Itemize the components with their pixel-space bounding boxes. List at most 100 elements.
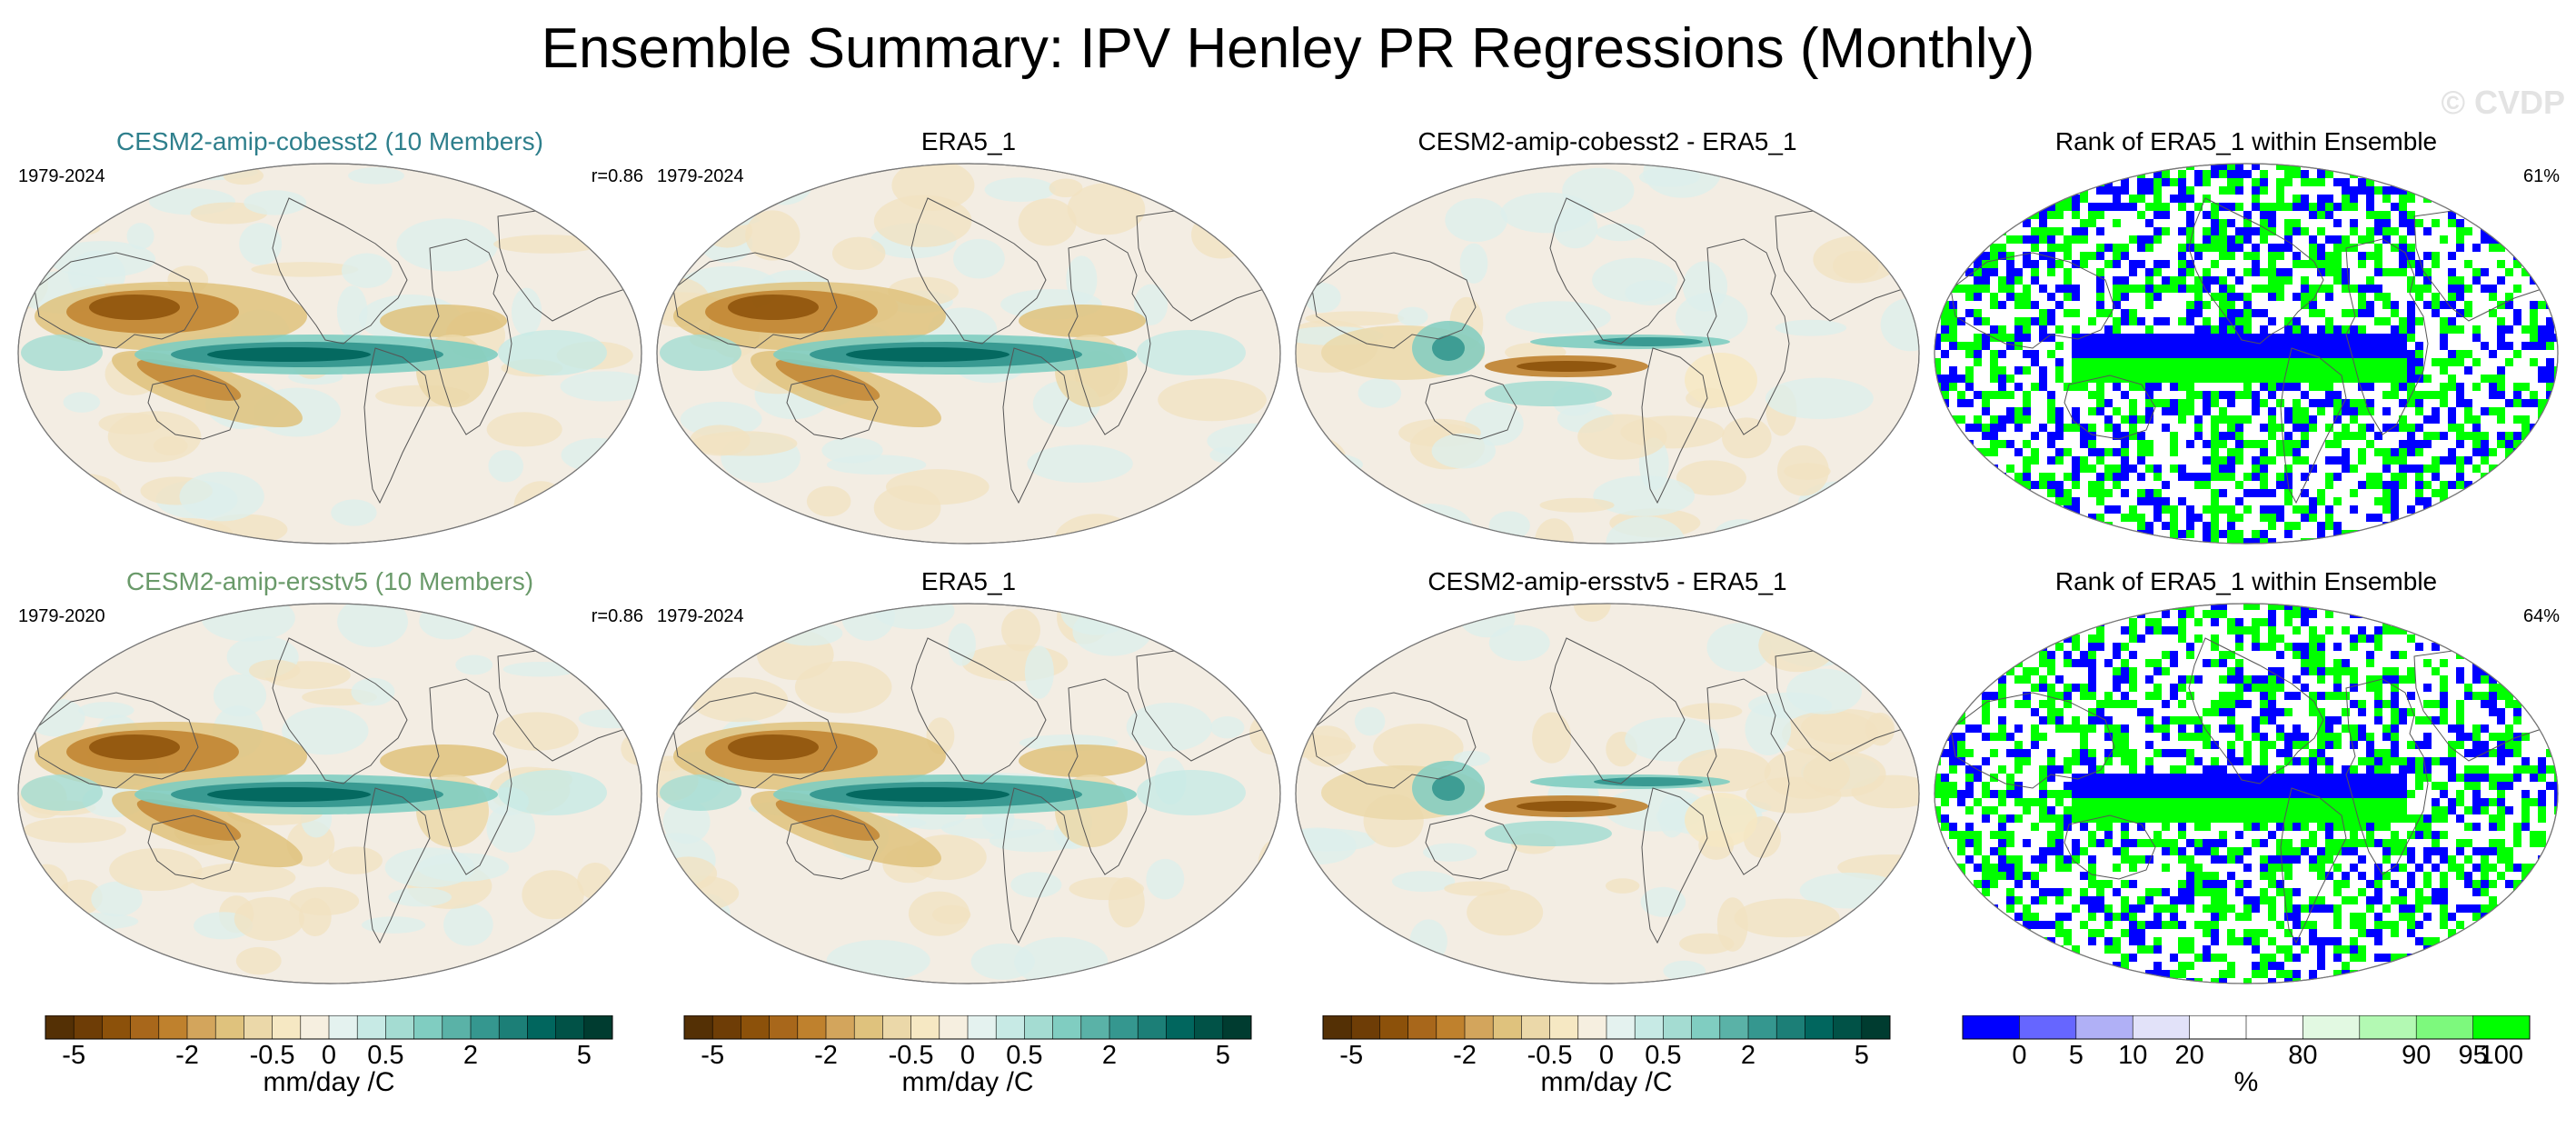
- colorbar-swatch: [1493, 1015, 1522, 1039]
- colorbar-swatch: [741, 1015, 771, 1039]
- colorbar-swatch: [471, 1015, 500, 1039]
- colorbar-swatch: [499, 1015, 528, 1039]
- colorbar-swatch: [272, 1015, 302, 1039]
- colorbar-swatch: [1606, 1015, 1636, 1039]
- colorbar-swatch: [1805, 1015, 1835, 1039]
- colorbar-tick-label: 5: [1216, 1041, 1230, 1070]
- colorbar-label: mm/day /C: [263, 1067, 395, 1097]
- colorbar-swatch: [1138, 1015, 1167, 1039]
- colorbar-swatch: [329, 1015, 358, 1039]
- colorbar-tick-label: -0.5: [250, 1041, 295, 1070]
- colorbar-swatch: [1379, 1015, 1409, 1039]
- period-label: 1979-2024: [18, 166, 105, 186]
- colorbar-swatch: [1776, 1015, 1805, 1039]
- colorbar-swatch: [357, 1015, 386, 1039]
- regression-map: [17, 163, 642, 545]
- colorbar-swatch: [2302, 1015, 2361, 1039]
- colorbar-swatch: [1024, 1015, 1054, 1039]
- difference-map: [1295, 603, 1920, 984]
- colorbar-tick-label: 0: [322, 1041, 336, 1070]
- colorbar-swatch: [1833, 1015, 1863, 1039]
- colorbar-swatch: [555, 1015, 585, 1039]
- colorbar-swatch: [684, 1015, 713, 1039]
- colorbar-swatch: [1407, 1015, 1437, 1039]
- colorbar-swatch: [187, 1015, 216, 1039]
- colorbar-tick-label: -0.5: [889, 1041, 934, 1070]
- colorbar-swatch: [882, 1015, 912, 1039]
- colorbar-swatch: [1577, 1015, 1607, 1039]
- difference-map: [1295, 163, 1920, 545]
- colorbar-swatch: [1222, 1015, 1252, 1039]
- colorbar-swatch: [74, 1015, 103, 1039]
- regression-map: [17, 603, 642, 984]
- colorbar-swatch: [1861, 1015, 1891, 1039]
- colorbar-swatch: [769, 1015, 799, 1039]
- colorbar-swatch: [1109, 1015, 1139, 1039]
- colorbar-tick-label: 90: [2402, 1041, 2431, 1070]
- colorbar-swatch: [1963, 1015, 2020, 1039]
- colorbar-swatch: [45, 1015, 75, 1039]
- colorbar-swatch: [2472, 1015, 2531, 1039]
- period-label: 1979-2024: [657, 606, 744, 626]
- panel-title: ERA5_1: [920, 567, 1017, 595]
- colorbar-swatch: [712, 1015, 741, 1039]
- colorbar-swatch: [2019, 1015, 2077, 1039]
- colorbar-swatch: [527, 1015, 557, 1039]
- period-label: 1979-2020: [18, 606, 105, 626]
- colorbar-tick-label: 2: [1741, 1041, 1755, 1070]
- colorbar-swatch: [1052, 1015, 1082, 1039]
- regression-map: [656, 163, 1281, 545]
- colorbar-swatch: [910, 1015, 940, 1039]
- colorbar: -5 -2 -0.5 0 0.5 2 5: [1322, 1015, 1891, 1070]
- colorbar-tick-label: 0.5: [1006, 1041, 1042, 1070]
- colorbar-swatch: [215, 1015, 244, 1039]
- colorbar-swatch: [2133, 1015, 2191, 1039]
- colorbar-swatch: [2246, 1015, 2303, 1039]
- colorbar-label: %: [2233, 1067, 2259, 1097]
- colorbar-swatch: [854, 1015, 883, 1039]
- regression-map: [656, 603, 1281, 984]
- colorbar-tick-label: 0: [2012, 1041, 2026, 1070]
- colorbar-swatch: [2416, 1015, 2474, 1039]
- colorbar-tick-label: 20: [2174, 1041, 2203, 1070]
- colorbar-swatch: [2359, 1015, 2417, 1039]
- colorbar: -5 -2 -0.5 0 0.5 2 5: [45, 1015, 613, 1070]
- rank-map: [1934, 163, 2559, 545]
- colorbar-tick-label: 5: [1855, 1041, 1869, 1070]
- colorbar-tick-label: 0.5: [367, 1041, 403, 1070]
- colorbar-tick-label: -5: [1339, 1041, 1363, 1070]
- colorbar-tick-label: 5: [2069, 1041, 2084, 1070]
- colorbar-tick-label: 0.5: [1645, 1041, 1681, 1070]
- colorbar-swatch: [442, 1015, 472, 1039]
- colorbar-tick-label: 2: [463, 1041, 478, 1070]
- colorbar-tick-label: -2: [814, 1041, 838, 1070]
- colorbar-tick-label: 0: [960, 1041, 975, 1070]
- colorbar-swatch: [1351, 1015, 1380, 1039]
- colorbar-swatch: [1436, 1015, 1466, 1039]
- rank-percent: 61%: [2522, 166, 2560, 186]
- correlation-label: r=0.86: [591, 606, 643, 626]
- cvdp-watermark: © CVDP: [2441, 84, 2565, 121]
- colorbar-swatch: [1080, 1015, 1110, 1039]
- colorbar-tick-label: -0.5: [1527, 1041, 1573, 1070]
- panel-title: CESM2-amip-cobesst2 - ERA5_1: [1417, 127, 1797, 155]
- colorbar-tick-label: -2: [1453, 1041, 1477, 1070]
- correlation-label: r=0.86: [591, 166, 643, 186]
- colorbar-swatch: [797, 1015, 827, 1039]
- colorbar-swatch: [244, 1015, 274, 1039]
- colorbar-swatch: [2189, 1015, 2247, 1039]
- panel-title: Rank of ERA5_1 within Ensemble: [2054, 567, 2438, 595]
- colorbar-tick-label: -5: [62, 1041, 85, 1070]
- period-label: 1979-2024: [657, 166, 744, 186]
- panel-title: CESM2-amip-ersstv5 (10 Members): [125, 567, 534, 595]
- colorbar-tick-label: 95: [2458, 1041, 2487, 1070]
- colorbar-swatch: [130, 1015, 160, 1039]
- colorbar-tick-label: -2: [175, 1041, 199, 1070]
- colorbar-swatch: [1691, 1015, 1721, 1039]
- colorbar-swatch: [1323, 1015, 1352, 1039]
- colorbar-swatch: [102, 1015, 132, 1039]
- colorbar-swatch: [1465, 1015, 1494, 1039]
- colorbar-swatch: [1748, 1015, 1777, 1039]
- colorbar-tick-label: 10: [2118, 1041, 2147, 1070]
- figure-title: Ensemble Summary: IPV Henley PR Regressi…: [541, 17, 2035, 80]
